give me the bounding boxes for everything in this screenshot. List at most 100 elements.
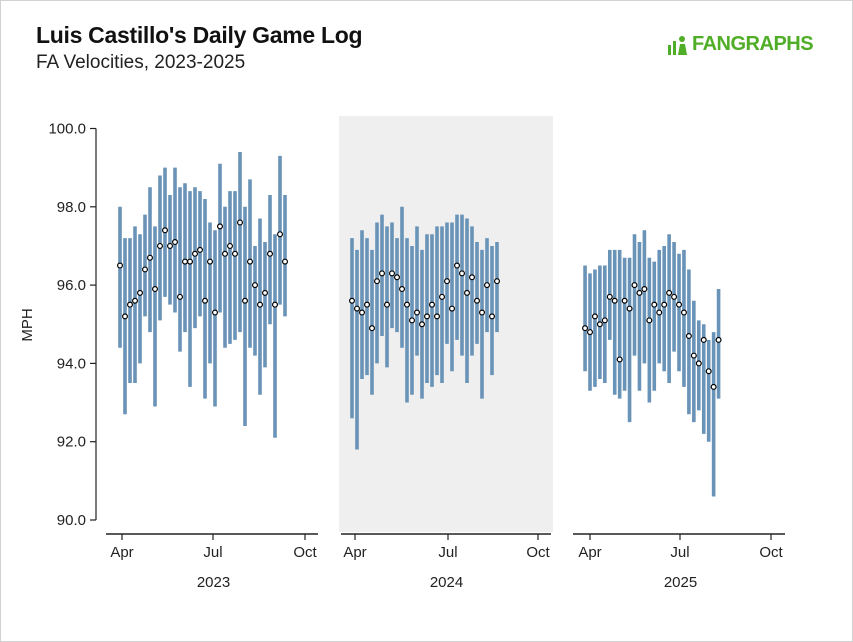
- velocity-mean-point: [364, 301, 371, 308]
- velocity-mean-point: [582, 325, 589, 332]
- velocity-mean-point: [641, 286, 648, 293]
- y-tick-label: 92.0: [57, 434, 86, 451]
- velocity-mean-point: [232, 250, 239, 257]
- velocity-mean-point: [705, 368, 712, 375]
- velocity-mean-point: [409, 317, 416, 324]
- velocity-mean-point: [494, 278, 501, 285]
- velocity-mean-point: [267, 250, 274, 257]
- velocity-mean-point: [147, 254, 154, 261]
- velocity-mean-point: [459, 270, 466, 277]
- velocity-mean-point: [126, 301, 133, 308]
- y-tick-label: 96.0: [57, 277, 86, 294]
- velocity-mean-point: [157, 242, 164, 249]
- velocity-mean-point: [680, 309, 687, 316]
- velocity-mean-point: [479, 309, 486, 316]
- velocity-mean-point: [137, 289, 144, 296]
- panel-year-label: 2025: [664, 574, 697, 591]
- velocity-mean-point: [202, 297, 209, 304]
- velocity-mean-point: [596, 321, 603, 328]
- velocity-mean-point: [464, 289, 471, 296]
- velocity-mean-point: [586, 329, 593, 336]
- velocity-mean-point: [167, 242, 174, 249]
- velocity-mean-point: [621, 297, 628, 304]
- velocity-mean-point: [187, 258, 194, 265]
- velocity-mean-point: [369, 325, 376, 332]
- velocity-mean-point: [661, 301, 668, 308]
- velocity-mean-point: [606, 293, 613, 300]
- velocity-mean-point: [646, 317, 653, 324]
- velocity-mean-point: [182, 258, 189, 265]
- velocity-mean-point: [399, 286, 406, 293]
- velocity-mean-point: [591, 313, 598, 320]
- velocity-mean-point: [207, 258, 214, 265]
- velocity-mean-point: [419, 321, 426, 328]
- velocity-mean-point: [247, 258, 254, 265]
- velocity-mean-point: [192, 250, 199, 257]
- velocity-mean-point: [626, 305, 633, 312]
- velocity-mean-point: [121, 313, 128, 320]
- x-tick-label: Apr: [578, 544, 601, 561]
- velocity-mean-point: [237, 219, 244, 226]
- velocity-mean-point: [651, 301, 658, 308]
- velocity-mean-point: [676, 301, 683, 308]
- chart-title: Luis Castillo's Daily Game Log: [36, 22, 363, 48]
- velocity-mean-point: [469, 274, 476, 281]
- y-tick-label: 90.0: [57, 512, 86, 529]
- x-tick-label: Oct: [526, 544, 550, 561]
- velocity-mean-point: [359, 309, 366, 316]
- velocity-mean-point: [700, 336, 707, 343]
- velocity-mean-point: [611, 297, 618, 304]
- panel-year-label: 2024: [430, 574, 463, 591]
- y-tick-label: 98.0: [57, 199, 86, 216]
- velocity-mean-point: [474, 297, 481, 304]
- velocity-mean-point: [484, 282, 491, 289]
- velocity-mean-point: [444, 278, 451, 285]
- velocity-mean-point: [257, 301, 264, 308]
- chart-subtitle: FA Velocities, 2023-2025: [36, 52, 246, 73]
- velocity-mean-point: [379, 270, 386, 277]
- velocity-mean-point: [715, 336, 722, 343]
- y-tick-label: 100.0: [48, 121, 86, 138]
- fangraphs-logo-icon: [668, 35, 687, 55]
- x-tick-label: Jul: [438, 544, 457, 561]
- velocity-mean-point: [601, 317, 608, 324]
- velocity-mean-point: [389, 270, 396, 277]
- velocity-mean-point: [177, 293, 184, 300]
- velocity-mean-point: [454, 262, 461, 269]
- velocity-mean-point: [262, 289, 269, 296]
- velocity-mean-point: [685, 332, 692, 339]
- velocity-mean-point: [172, 239, 179, 246]
- velocity-mean-point: [227, 242, 234, 249]
- y-axis-title: MPH: [19, 308, 36, 341]
- velocity-mean-point: [666, 289, 673, 296]
- x-tick-label: Apr: [110, 544, 133, 561]
- fangraphs-logo-text: FANGRAPHS: [692, 33, 814, 55]
- velocity-mean-point: [439, 293, 446, 300]
- velocity-mean-point: [449, 305, 456, 312]
- velocity-mean-point: [489, 313, 496, 320]
- velocity-mean-point: [424, 313, 431, 320]
- velocity-mean-point: [272, 301, 279, 308]
- velocity-mean-point: [374, 278, 381, 285]
- x-tick-label: Jul: [203, 544, 222, 561]
- velocity-mean-point: [217, 223, 224, 230]
- velocity-mean-point: [132, 297, 139, 304]
- velocity-mean-point: [282, 258, 289, 265]
- velocity-mean-point: [116, 262, 123, 269]
- x-tick-label: Oct: [759, 544, 783, 561]
- velocity-mean-point: [636, 289, 643, 296]
- velocity-mean-point: [656, 309, 663, 316]
- velocity-mean-point: [142, 266, 149, 273]
- x-tick-label: Jul: [670, 544, 689, 561]
- velocity-mean-point: [222, 250, 229, 257]
- velocity-mean-point: [690, 352, 697, 359]
- velocity-mean-point: [277, 231, 284, 238]
- panel-year-label: 2023: [197, 574, 230, 591]
- x-tick-label: Apr: [343, 544, 366, 561]
- velocity-mean-point: [394, 274, 401, 281]
- velocity-mean-point: [252, 282, 259, 289]
- fangraphs-logo: FANGRAPHS: [668, 33, 814, 56]
- x-tick-label: Oct: [293, 544, 317, 561]
- velocity-mean-point: [242, 297, 249, 304]
